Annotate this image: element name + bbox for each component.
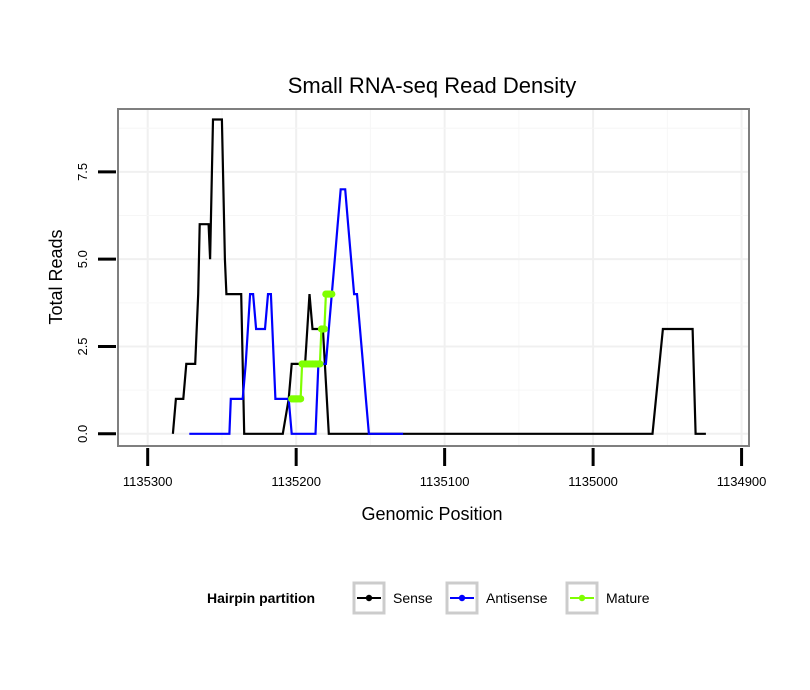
chart-title: Small RNA-seq Read Density: [288, 73, 577, 98]
legend-title: Hairpin partition: [207, 590, 315, 606]
series-point-mature: [328, 290, 336, 298]
series-point-mature: [297, 395, 305, 403]
legend-point-sense: [365, 594, 373, 602]
y-tick-label: 2.5: [75, 337, 90, 355]
series-point-mature: [316, 360, 324, 368]
series-layer: [171, 118, 706, 435]
x-axis: 1135300 1135200 1135100 1135000 1134900: [123, 448, 767, 489]
legend: Hairpin partition Sense Antisense Mature: [207, 581, 650, 615]
x-tick-label: 1135100: [420, 474, 470, 489]
x-axis-title: Genomic Position: [361, 504, 502, 524]
plot-panel-border: [117, 108, 750, 447]
y-tick-label: 7.5: [75, 163, 90, 181]
legend-label-antisense: Antisense: [486, 590, 548, 606]
y-tick-label: 0.0: [75, 425, 90, 443]
legend-label-mature: Mature: [606, 590, 650, 606]
legend-point-mature: [578, 594, 586, 602]
x-tick-label: 1135300: [123, 474, 173, 489]
x-tick-label: 1135200: [271, 474, 321, 489]
series-point-mature: [320, 325, 328, 333]
legend-label-sense: Sense: [393, 590, 433, 606]
y-tick-label: 5.0: [75, 250, 90, 268]
y-axis-title: Total Reads: [46, 229, 66, 324]
legend-point-antisense: [458, 594, 466, 602]
series-line-sense: [171, 118, 706, 435]
x-tick-label: 1135000: [568, 474, 618, 489]
x-tick-label: 1134900: [717, 474, 767, 489]
y-axis: 0.0 2.5 5.0 7.5: [75, 163, 116, 443]
